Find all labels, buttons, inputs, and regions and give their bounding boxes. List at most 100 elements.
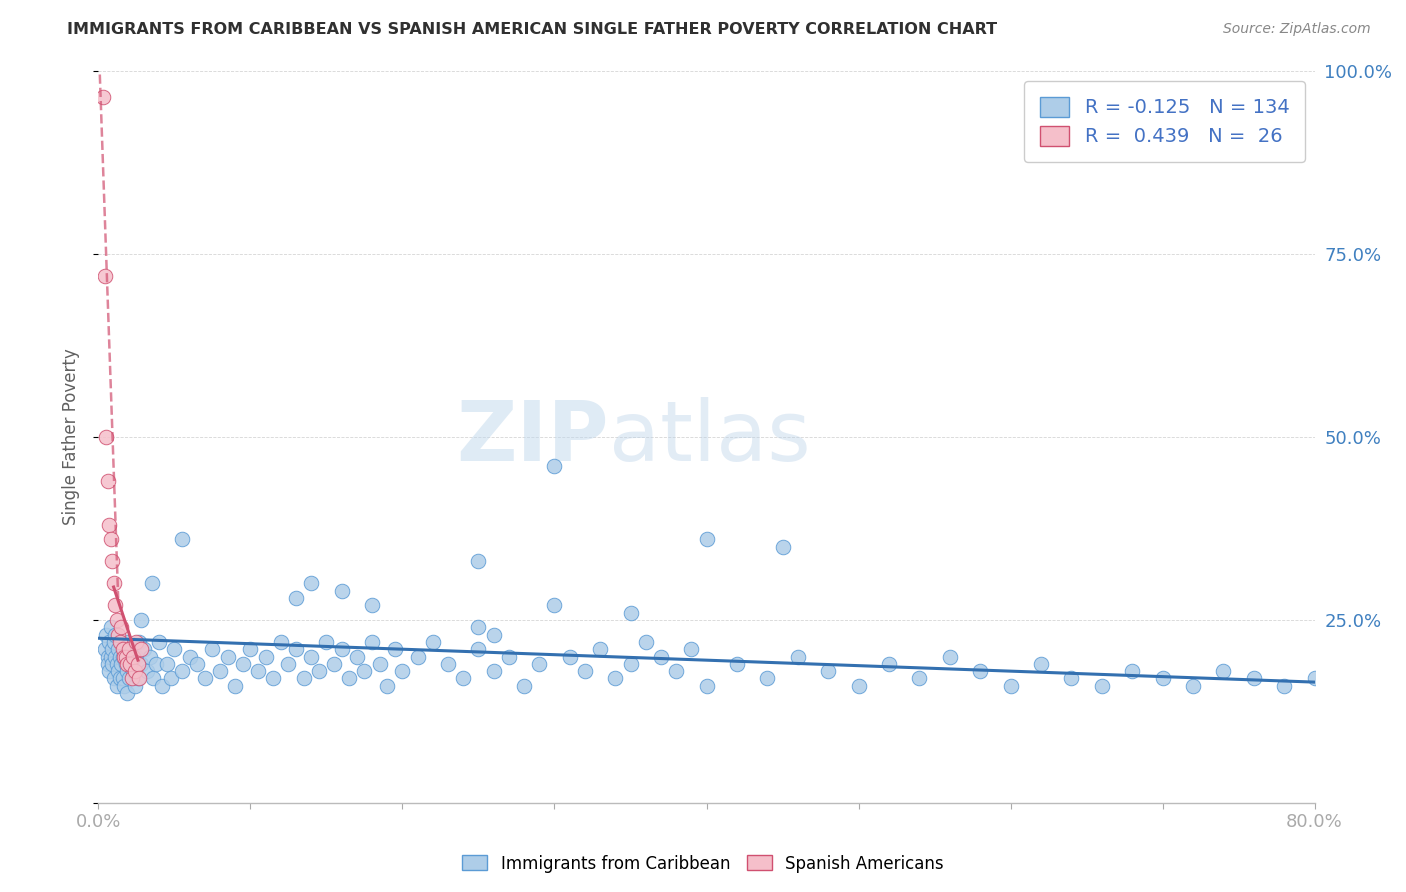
- Point: [772, 540, 794, 554]
- Point: [98, 664, 121, 678]
- Point: [270, 635, 292, 649]
- Point: [384, 642, 406, 657]
- Point: [406, 649, 429, 664]
- Point: [589, 642, 612, 657]
- Point: [308, 664, 330, 678]
- Point: [247, 664, 270, 678]
- Point: [543, 459, 565, 474]
- Point: [170, 664, 193, 678]
- Point: [605, 672, 627, 686]
- Point: [619, 657, 641, 671]
- Point: [118, 672, 141, 686]
- Point: [361, 635, 384, 649]
- Point: [122, 649, 145, 664]
- Point: [543, 599, 565, 613]
- Point: [142, 672, 165, 686]
- Point: [330, 583, 353, 598]
- Point: [1121, 664, 1143, 678]
- Point: [1091, 679, 1114, 693]
- Point: [120, 657, 142, 671]
- Point: [1000, 679, 1022, 693]
- Point: [1272, 679, 1295, 693]
- Point: [156, 657, 179, 671]
- Point: [145, 657, 167, 671]
- Point: [105, 657, 128, 671]
- Point: [103, 672, 125, 686]
- Point: [110, 635, 132, 649]
- Legend: R = -0.125   N = 134, R =  0.439   N =  26: R = -0.125 N = 134, R = 0.439 N = 26: [1025, 81, 1305, 162]
- Point: [634, 635, 657, 649]
- Point: [112, 649, 135, 664]
- Point: [128, 635, 150, 649]
- Point: [969, 664, 991, 678]
- Point: [132, 642, 155, 657]
- Point: [110, 657, 132, 671]
- Y-axis label: Single Father Poverty: Single Father Poverty: [62, 349, 80, 525]
- Point: [96, 657, 118, 671]
- Point: [179, 649, 201, 664]
- Point: [94, 627, 117, 641]
- Point: [91, 90, 114, 104]
- Point: [139, 649, 162, 664]
- Point: [299, 649, 322, 664]
- Point: [94, 430, 117, 444]
- Point: [117, 664, 139, 678]
- Point: [529, 657, 551, 671]
- Point: [111, 649, 134, 664]
- Point: [232, 657, 254, 671]
- Point: [101, 642, 124, 657]
- Point: [111, 642, 134, 657]
- Point: [124, 664, 146, 678]
- Point: [96, 474, 118, 488]
- Point: [337, 672, 360, 686]
- Point: [323, 657, 346, 671]
- Point: [129, 642, 152, 657]
- Text: IMMIGRANTS FROM CARIBBEAN VS SPANISH AMERICAN SINGLE FATHER POVERTY CORRELATION : IMMIGRANTS FROM CARIBBEAN VS SPANISH AME…: [67, 22, 998, 37]
- Point: [125, 649, 148, 664]
- Point: [361, 599, 384, 613]
- Point: [136, 664, 159, 678]
- Point: [96, 649, 118, 664]
- Point: [121, 642, 143, 657]
- Point: [285, 591, 308, 605]
- Point: [117, 686, 139, 700]
- Point: [1060, 672, 1083, 686]
- Point: [129, 657, 152, 671]
- Point: [103, 576, 125, 591]
- Point: [111, 672, 134, 686]
- Point: [93, 642, 115, 657]
- Point: [125, 635, 148, 649]
- Point: [108, 635, 131, 649]
- Point: [129, 613, 152, 627]
- Point: [98, 635, 121, 649]
- Point: [148, 635, 170, 649]
- Text: Source: ZipAtlas.com: Source: ZipAtlas.com: [1223, 22, 1371, 37]
- Point: [114, 657, 136, 671]
- Point: [117, 657, 139, 671]
- Point: [848, 679, 870, 693]
- Text: ZIP: ZIP: [457, 397, 609, 477]
- Point: [786, 649, 808, 664]
- Point: [262, 672, 284, 686]
- Point: [107, 627, 129, 641]
- Point: [619, 606, 641, 620]
- Point: [513, 679, 536, 693]
- Point: [112, 642, 135, 657]
- Point: [239, 642, 262, 657]
- Point: [170, 533, 193, 547]
- Point: [467, 554, 489, 568]
- Point: [422, 635, 444, 649]
- Point: [107, 642, 129, 657]
- Point: [346, 649, 368, 664]
- Point: [353, 664, 375, 678]
- Point: [124, 679, 146, 693]
- Point: [315, 635, 337, 649]
- Point: [120, 657, 142, 671]
- Point: [122, 664, 145, 678]
- Point: [467, 642, 489, 657]
- Point: [103, 635, 125, 649]
- Point: [107, 664, 129, 678]
- Point: [100, 533, 122, 547]
- Point: [1243, 672, 1265, 686]
- Point: [756, 672, 779, 686]
